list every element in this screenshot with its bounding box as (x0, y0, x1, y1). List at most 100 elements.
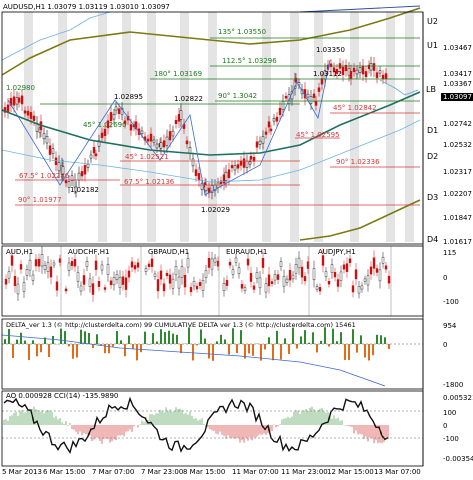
session-shade (290, 12, 299, 242)
delta-bar (160, 329, 162, 344)
zone-u1-label: U1 (427, 41, 438, 50)
candle-body (6, 104, 10, 113)
candle-body (51, 148, 55, 154)
candle-body (29, 112, 33, 119)
pair-candle (234, 257, 238, 263)
candle-body (67, 181, 71, 188)
candle-body (242, 158, 246, 168)
candle-body (358, 67, 362, 73)
delta-bar (204, 338, 206, 344)
candle-body (261, 136, 265, 144)
pair-candle (94, 260, 98, 270)
pair-candle (31, 274, 35, 281)
pair-candle (330, 264, 334, 273)
candle-body (320, 78, 324, 85)
time-label: 7 Mar 07:00 (92, 468, 135, 476)
candle-body (281, 101, 285, 110)
pair-candle (100, 264, 104, 271)
delta-bar (368, 344, 370, 361)
delta-bar (376, 334, 378, 344)
pair-candle (67, 262, 71, 271)
delta-bar (144, 331, 146, 344)
ao-cci-panel[interactable] (2, 396, 423, 455)
pair-candle (186, 258, 190, 268)
delta-bar (80, 329, 82, 344)
session-shade (405, 12, 414, 242)
pair-candle (85, 261, 89, 267)
session-shade (386, 12, 395, 242)
pair-candle (282, 276, 286, 287)
pair-candle (52, 262, 56, 266)
delta-bar (156, 341, 158, 344)
pair-candle (273, 274, 277, 281)
delta-bar (236, 344, 238, 354)
panel-border (1, 245, 424, 317)
pair-candle (261, 258, 265, 268)
pair-candle (10, 255, 14, 266)
candle-body (12, 96, 16, 106)
candle-body (159, 142, 163, 149)
main-price-panel[interactable] (1, 5, 421, 241)
pair-candle (294, 264, 298, 274)
ao-title: AO 0.000928 CCI(14) -135.9890 (6, 392, 119, 400)
pairs-panel[interactable] (4, 246, 392, 316)
delta-bar (264, 344, 266, 350)
pair-candle (225, 279, 229, 286)
pair-candle (174, 266, 178, 276)
candle-body (306, 93, 310, 98)
time-label: 8 Mar 15:00 (183, 468, 226, 476)
candle-body (89, 154, 93, 159)
candle-body (155, 143, 159, 149)
level-675b-label: 67.5° 1.02136 (124, 178, 175, 186)
pair-candle (124, 277, 128, 290)
price-tick: 1.02317 (443, 168, 472, 176)
session-shade (262, 12, 271, 242)
candle-body (329, 63, 333, 68)
pair-title-3: GBPAUD,H1 (148, 248, 190, 256)
pair-candle (357, 286, 361, 294)
delta-panel[interactable] (1, 327, 423, 387)
level-45c-label: 45° 1.02595 (296, 131, 340, 139)
price-tick: 1.02532 (443, 141, 472, 149)
band-top (299, 5, 421, 13)
pair-candle (258, 277, 262, 289)
candle-body (146, 138, 150, 142)
delta-bar (40, 344, 42, 353)
candle-body (224, 171, 228, 181)
pair-candle (73, 259, 77, 267)
pair-candle (150, 258, 154, 267)
delta-bar (228, 344, 230, 355)
zone-lb-label: LB (426, 85, 436, 94)
delta-bar (252, 344, 254, 356)
pair-candle (315, 286, 319, 290)
candle-body (45, 136, 49, 144)
delta-bar (268, 337, 270, 344)
pair-candle (88, 278, 92, 287)
zone-d4-label: D4 (427, 235, 439, 244)
candle-body (233, 165, 237, 171)
pair-candle (351, 285, 355, 293)
ao-tick: 100 (443, 409, 457, 417)
pair-candle (270, 281, 274, 284)
delta-bar (124, 344, 126, 357)
pair-candle (64, 288, 68, 292)
delta-bar (328, 344, 330, 347)
pair-candle (180, 266, 184, 278)
candle-body (255, 141, 259, 148)
price-tick: 1.03417 (443, 70, 472, 78)
peak-label-2: 1.03350 (316, 46, 345, 54)
pair-candle (369, 266, 373, 275)
pair-candle (333, 272, 337, 278)
delta-bar (240, 330, 242, 344)
delta-bar (148, 344, 150, 345)
ao-tick: -0.003546 (443, 455, 473, 463)
projection-line (379, 79, 419, 96)
delta-tick: 0 (443, 341, 448, 349)
candle-body (264, 131, 268, 135)
peak-label-1: 1.02980 (6, 84, 35, 92)
pair-candle (195, 285, 199, 290)
candle-body (361, 65, 365, 75)
session-shade (122, 12, 131, 242)
candle-body (94, 153, 98, 157)
